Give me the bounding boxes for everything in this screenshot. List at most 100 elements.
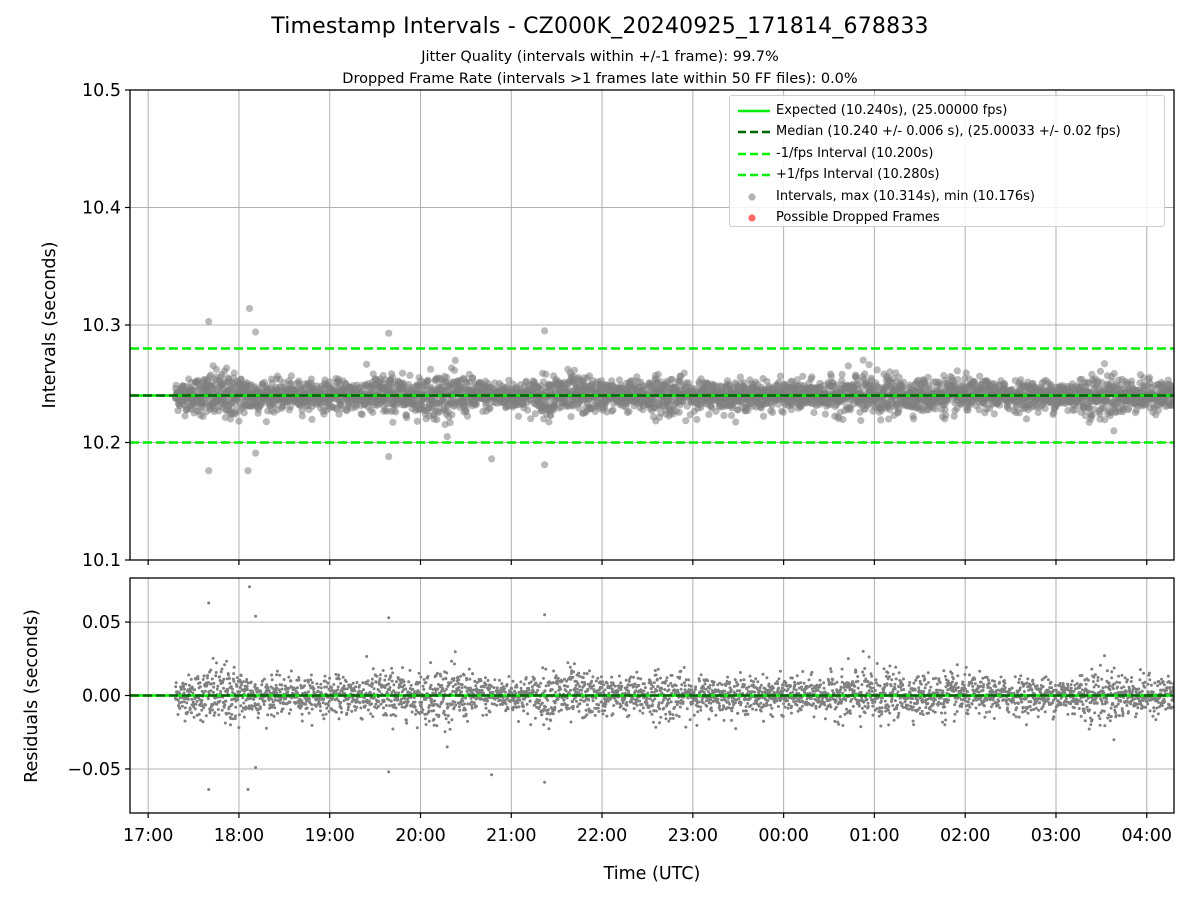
residual-point xyxy=(204,703,208,707)
residual-point xyxy=(247,697,250,701)
residual-point xyxy=(346,705,350,709)
residual-point xyxy=(202,706,206,710)
residual-point xyxy=(450,659,454,663)
interval-point xyxy=(389,373,397,381)
residual-point xyxy=(403,700,407,704)
residual-point xyxy=(237,713,241,717)
residual-point xyxy=(288,700,292,704)
residual-point xyxy=(383,678,387,682)
residual-point xyxy=(327,699,331,703)
residual-point xyxy=(299,701,303,705)
residual-point xyxy=(302,684,306,688)
residual-point xyxy=(270,705,274,709)
residual-point xyxy=(213,711,217,715)
residual-point xyxy=(225,677,229,681)
intervals-points xyxy=(171,304,1174,475)
residual-point xyxy=(370,685,374,688)
residual-point xyxy=(395,680,398,684)
residual-point xyxy=(187,683,191,687)
residual-point xyxy=(322,697,326,701)
residual-point xyxy=(391,727,395,731)
interval-point xyxy=(808,373,816,381)
residual-point xyxy=(264,726,268,730)
y-tick-label: 10.5 xyxy=(82,81,121,101)
residual-point xyxy=(267,698,271,702)
residual-point xyxy=(238,690,242,694)
residual-point xyxy=(429,661,433,665)
residuals-plot: 17:00 18:00 19:00 20:00 21:00 22:00 23:00 00:00… xyxy=(67,577,1175,846)
residual-point xyxy=(353,708,357,712)
residual-point xyxy=(191,700,195,704)
interval-point xyxy=(787,406,796,414)
residual-point xyxy=(360,717,364,721)
residual-point xyxy=(208,709,212,713)
residual-point xyxy=(249,697,253,700)
residual-points xyxy=(173,585,1174,791)
residual-point xyxy=(363,704,367,708)
residual-point xyxy=(414,708,418,712)
residual-point xyxy=(250,707,254,711)
residual-point xyxy=(420,705,423,709)
interval-point xyxy=(697,403,705,411)
interval-point xyxy=(1170,382,1174,390)
residual-point xyxy=(394,706,398,710)
residual-point xyxy=(287,686,291,690)
residual-point xyxy=(259,706,262,710)
interval-point xyxy=(385,329,393,337)
interval-point xyxy=(705,410,713,418)
residual-point xyxy=(369,712,373,716)
interval-point xyxy=(839,415,847,424)
residual-point xyxy=(441,677,445,681)
residual-point xyxy=(322,717,326,721)
interval-point xyxy=(1154,406,1162,414)
residual-point xyxy=(227,711,231,715)
residual-point xyxy=(389,699,393,703)
residual-point xyxy=(182,685,185,689)
residual-point xyxy=(348,702,352,706)
residual-point xyxy=(389,713,393,717)
jitter-quality-subtitle: Jitter Quality (intervals within +/-1 fr… xyxy=(421,49,779,65)
residual-point xyxy=(307,711,311,715)
residual-point xyxy=(184,682,188,686)
residual-point xyxy=(191,691,195,695)
residual-point xyxy=(224,699,228,703)
residual-point xyxy=(214,674,218,678)
residual-point xyxy=(407,680,411,684)
interval-point xyxy=(1145,373,1154,382)
residual-point xyxy=(371,715,375,719)
residual-point xyxy=(267,689,271,693)
interval-point xyxy=(693,415,701,424)
residual-point xyxy=(315,682,319,686)
residual-point xyxy=(429,697,433,701)
residual-point xyxy=(270,673,274,677)
residual-point xyxy=(223,663,227,667)
interval-point xyxy=(531,410,540,418)
interval-point xyxy=(1041,405,1049,413)
y-tick-label: 10.2 xyxy=(82,434,121,454)
interval-point xyxy=(389,418,397,426)
residual-point xyxy=(211,690,215,694)
residual-point xyxy=(349,683,353,687)
interval-point xyxy=(541,327,549,335)
residual-point xyxy=(355,681,359,684)
interval-point xyxy=(838,370,846,378)
residual-point xyxy=(448,727,452,731)
residual-point xyxy=(420,700,424,704)
residual-point xyxy=(215,702,219,706)
residual-point xyxy=(253,683,257,687)
residual-point xyxy=(442,709,446,713)
residual-point xyxy=(245,678,249,681)
residual-point xyxy=(217,713,221,717)
residual-point xyxy=(182,691,186,695)
residual-point xyxy=(323,674,327,678)
residual-point xyxy=(269,713,273,717)
residual-point xyxy=(263,699,267,703)
residual-point xyxy=(269,703,273,707)
residual-point xyxy=(424,723,428,726)
residual-point xyxy=(176,698,180,702)
residual-point xyxy=(330,685,333,689)
residual-point xyxy=(450,718,454,722)
residual-point xyxy=(227,673,230,677)
residual-point xyxy=(274,683,278,687)
residual-point xyxy=(225,659,229,663)
